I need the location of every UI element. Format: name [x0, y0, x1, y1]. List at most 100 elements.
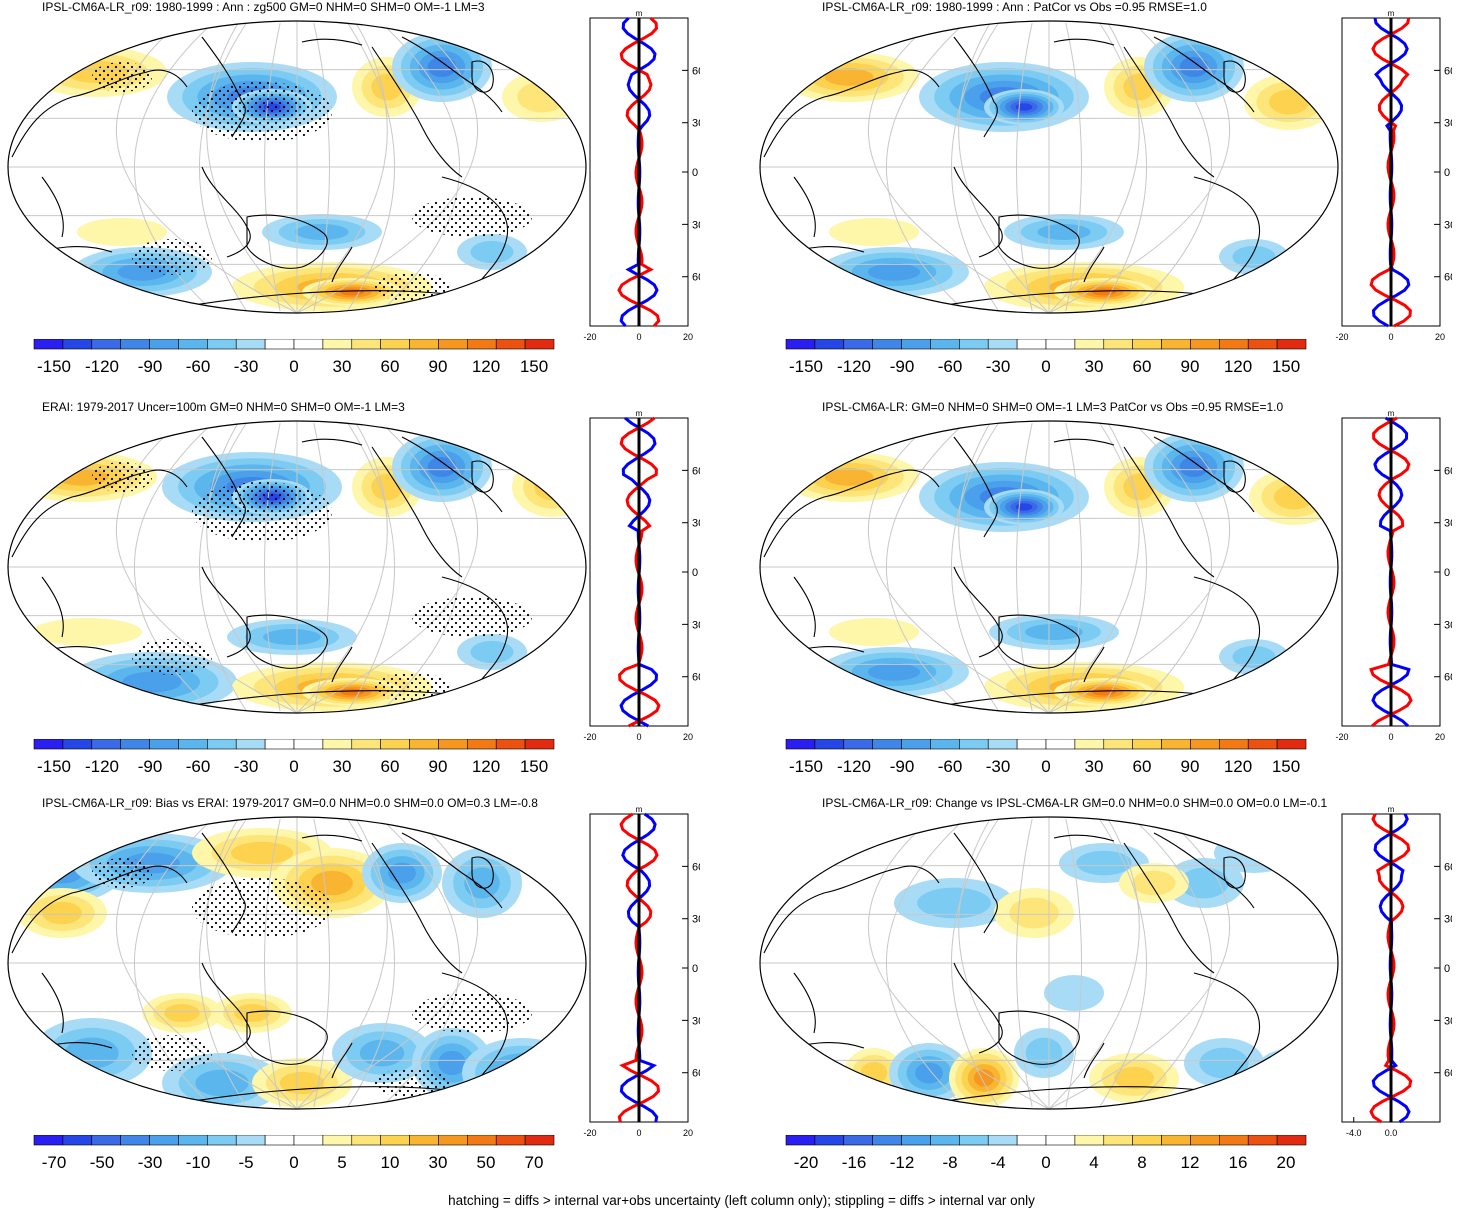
coastline	[953, 436, 998, 538]
coastline	[1123, 446, 1215, 578]
anomaly-contour	[122, 671, 182, 693]
colorbar-swatch	[467, 339, 497, 350]
longitude-gridline	[380, 818, 461, 1108]
colorbar-swatch	[467, 739, 497, 750]
profile-latitude-tick-label: 60S	[1444, 672, 1452, 684]
colorbar-swatch	[959, 339, 989, 350]
coastline	[11, 469, 188, 558]
profile-latitude-tick-label: 60S	[692, 272, 700, 284]
stippling-region	[92, 858, 152, 888]
colorbar-swatch	[1190, 739, 1220, 750]
coastline	[401, 36, 503, 113]
colorbar-swatch	[872, 1135, 902, 1146]
coastline	[953, 832, 998, 934]
colorbar-tick-label: 16	[1229, 1153, 1248, 1172]
anomaly-contour	[1179, 57, 1209, 77]
colorbar-tick-label: -4	[990, 1153, 1005, 1172]
colorbar-swatch	[438, 339, 468, 350]
colorbar-swatch	[33, 739, 64, 750]
colorbar-tick-label: 150	[520, 757, 548, 776]
colorbar-tick-label: -20	[794, 1153, 819, 1172]
profile-x-tick-label: 20	[683, 332, 693, 342]
colorbar-tick-label: 120	[1224, 757, 1252, 776]
coastline	[953, 36, 998, 138]
profile-latitude-tick-label: 30S	[1444, 619, 1452, 631]
map-panel-3	[7, 420, 587, 714]
coastline	[331, 1042, 353, 1079]
longitude-gridline	[296, 817, 479, 1109]
map-border	[7, 420, 587, 714]
longitude-gridline	[1015, 22, 1033, 312]
coastline	[401, 832, 503, 909]
colorbar-swatch	[178, 339, 208, 350]
colorbar-swatch	[322, 739, 353, 750]
coastline	[41, 176, 64, 238]
colorbar-swatch	[380, 1135, 410, 1146]
longitude-gridline	[296, 21, 388, 313]
colorbar-swatch	[293, 739, 324, 750]
colorbar-swatch	[409, 339, 439, 350]
colorbar-tick-label: -5	[238, 1153, 253, 1172]
longitude-gridline	[1015, 818, 1033, 1108]
coastline	[301, 834, 363, 842]
colorbar-tick-label: -16	[842, 1153, 867, 1172]
colorbar-swatch	[207, 339, 237, 350]
colorbar-swatch	[930, 739, 960, 750]
anomaly-contour	[1179, 457, 1209, 477]
colorbar-tick-label: 120	[472, 357, 500, 376]
colorbar-swatch	[987, 1135, 1018, 1146]
colorbar-swatch	[785, 739, 816, 750]
colorbar-tick-label: -30	[138, 1153, 163, 1172]
stippling-region	[92, 462, 152, 492]
colorbar-swatch	[409, 739, 439, 750]
longitude-gridline	[313, 22, 331, 312]
colorbar-tick-label: 120	[1224, 357, 1252, 376]
colorbar-tick-label: -60	[938, 357, 963, 376]
anomaly-contour	[32, 618, 142, 646]
profile-unit-label: m	[636, 805, 643, 814]
colorbar-swatch	[149, 1135, 179, 1146]
colorbar-tick-label: -120	[85, 357, 119, 376]
colorbar-5: -70 -50 -30 -10 -5 0 5 10 30 50 70	[33, 1135, 555, 1172]
longitude-gridline	[1048, 817, 1231, 1109]
coastline	[1083, 646, 1105, 683]
anomaly-contour	[829, 218, 919, 246]
longitude-gridline	[296, 817, 388, 1109]
colorbar-swatch	[62, 339, 93, 350]
profile-latitude-tick-label: 30S	[692, 1015, 700, 1027]
anomaly-contour	[1199, 1047, 1249, 1079]
colorbar-swatch	[1219, 739, 1249, 750]
coastline	[246, 1010, 328, 1065]
longitude-gridline	[951, 422, 999, 712]
coastline	[1123, 842, 1215, 974]
colorbar-swatch	[33, 339, 64, 350]
longitude-gridline	[296, 21, 479, 313]
colorbar-swatch	[1016, 339, 1047, 350]
colorbar-swatch	[495, 339, 526, 350]
colorbar-swatch	[235, 1135, 266, 1146]
colorbar-tick-label: -90	[890, 357, 915, 376]
map-panel-5	[7, 816, 587, 1110]
zonal-mean-profile-6: m 60N 30N 0 30S 60S -4.0 0.0	[1341, 805, 1452, 1138]
profile-x-tick-label: 0	[1388, 732, 1393, 742]
colorbar-swatch	[235, 739, 266, 750]
anomaly-contour	[263, 629, 321, 645]
anomaly-contour	[1123, 73, 1155, 101]
longitude-gridline	[313, 422, 331, 712]
colorbar-6: -20 -16 -12 -8 -4 0 4 8 12 16 20	[785, 1135, 1307, 1172]
colorbar-swatch	[785, 339, 816, 350]
longitude-gridline	[296, 421, 388, 713]
map-border	[759, 816, 1339, 1110]
longitude-gridline	[1132, 818, 1213, 1108]
longitude-gridline	[958, 421, 1050, 713]
profile-latitude-tick-label: 30N	[692, 914, 700, 926]
colorbar-swatch	[91, 1135, 121, 1146]
colorbar-swatch	[264, 739, 295, 750]
map-panel-6	[759, 816, 1339, 1110]
profile-unit-label: m	[1388, 805, 1395, 814]
longitude-gridline	[1048, 421, 1231, 713]
profile-latitude-tick-label: 60S	[1444, 1068, 1452, 1080]
anomaly-contour	[438, 1050, 466, 1076]
zonal-mean-profile-1: m 60N 30N 0 30S 60S -20 0 20	[583, 9, 700, 342]
profile-latitude-tick-label: 60N	[1444, 65, 1452, 77]
